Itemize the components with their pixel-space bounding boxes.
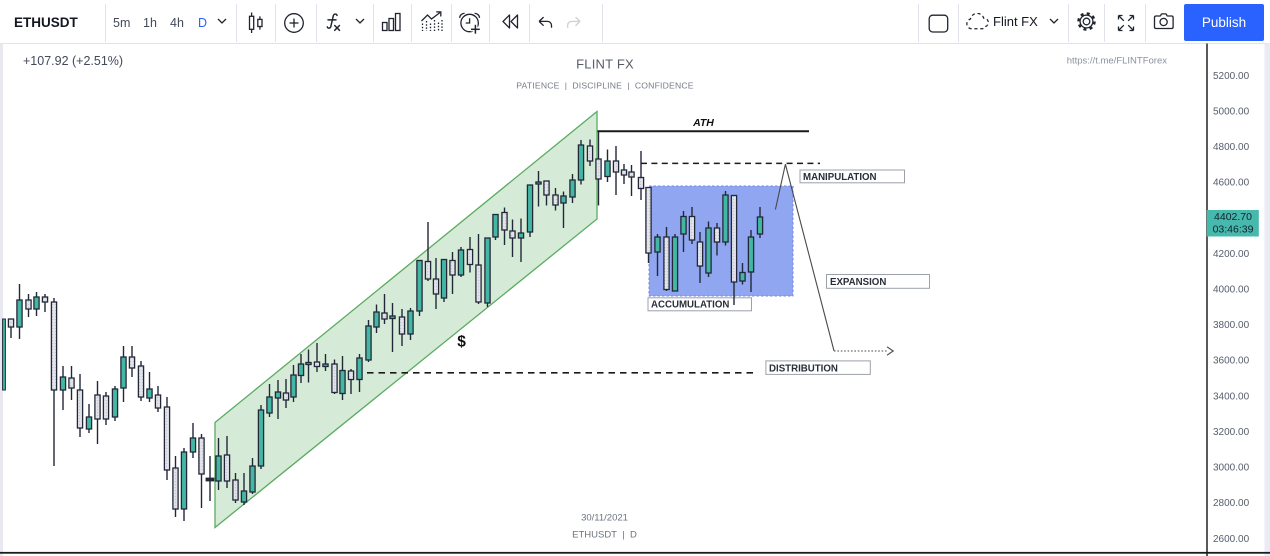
svg-text:4600.00: 4600.00 [1213, 178, 1250, 189]
svg-text:https://t.me/FLINTForex: https://t.me/FLINTForex [1067, 56, 1168, 67]
svg-text:FLINT FX: FLINT FX [576, 57, 634, 72]
svg-text:5200.00: 5200.00 [1213, 71, 1250, 82]
svg-text:ATH: ATH [692, 117, 714, 129]
svg-text:ETHUSDT | D: ETHUSDT | D [572, 530, 637, 541]
svg-text:DISTRIBUTION: DISTRIBUTION [769, 363, 838, 374]
svg-text:3200.00: 3200.00 [1213, 427, 1250, 438]
svg-text:ACCUMULATION: ACCUMULATION [651, 300, 729, 311]
svg-text:EXPANSION: EXPANSION [830, 277, 886, 288]
svg-text:MANIPULATION: MANIPULATION [803, 172, 877, 183]
svg-text:$: $ [457, 334, 466, 351]
svg-text:2600.00: 2600.00 [1213, 534, 1250, 545]
svg-text:PATIENCE | DISCIPLINE | CO: PATIENCE | DISCIPLINE | CONFIDENCE [516, 81, 694, 91]
svg-text:3400.00: 3400.00 [1213, 391, 1250, 402]
svg-text:30/11/2021: 30/11/2021 [581, 513, 628, 524]
svg-text:3800.00: 3800.00 [1213, 320, 1250, 331]
svg-text:5000.00: 5000.00 [1213, 106, 1250, 117]
svg-text:2800.00: 2800.00 [1213, 498, 1250, 509]
svg-text:4800.00: 4800.00 [1213, 142, 1250, 153]
svg-text:+107.92 (+2.51%): +107.92 (+2.51%) [23, 54, 123, 68]
svg-text:4402.70: 4402.70 [1214, 211, 1252, 223]
svg-text:4200.00: 4200.00 [1213, 249, 1250, 260]
svg-text:3600.00: 3600.00 [1213, 356, 1250, 367]
svg-text:3000.00: 3000.00 [1213, 463, 1250, 474]
svg-text:4000.00: 4000.00 [1213, 285, 1250, 296]
svg-text:03:46:39: 03:46:39 [1213, 224, 1254, 236]
